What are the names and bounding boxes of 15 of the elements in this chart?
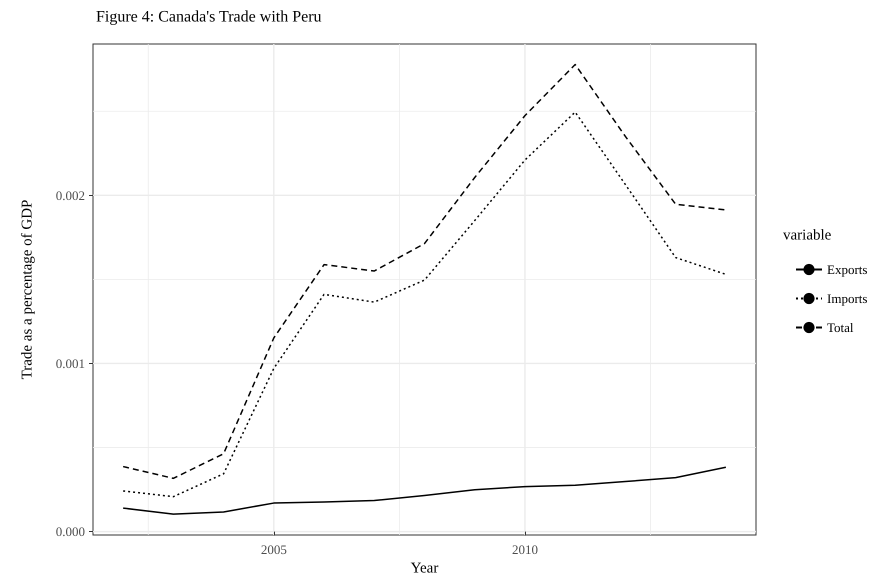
y-axis-title: Trade as a percentage of GDP bbox=[20, 200, 36, 380]
y-tick-label: 0.000 bbox=[56, 524, 85, 540]
legend-label: Imports bbox=[827, 291, 868, 306]
y-tick-label: 0.001 bbox=[56, 356, 85, 371]
legend-label: Total bbox=[827, 320, 854, 335]
line-series bbox=[122, 466, 727, 515]
legend-label: Exports bbox=[827, 262, 868, 277]
chart-title: Figure 4: Canada's Trade with Peru bbox=[96, 8, 322, 26]
y-tick-label: 0.002 bbox=[56, 188, 85, 203]
line-series bbox=[122, 111, 727, 498]
x-tick-label: 2005 bbox=[260, 542, 287, 557]
line-series bbox=[122, 64, 727, 480]
x-axis-title: Year bbox=[410, 560, 438, 576]
legend-title: variable bbox=[783, 228, 832, 244]
x-tick-label: 2010 bbox=[512, 542, 538, 557]
